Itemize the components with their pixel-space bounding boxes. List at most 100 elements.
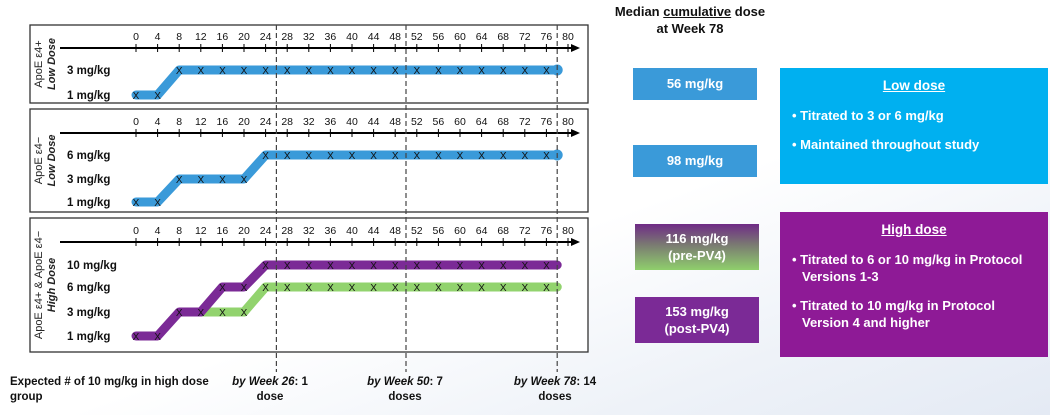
dose-marker-x: X <box>478 151 485 162</box>
dose-marker-x: X <box>305 66 312 77</box>
week-tick-label: 36 <box>325 31 337 43</box>
dose-marker-x: X <box>500 261 507 272</box>
dose-marker-x: X <box>521 66 528 77</box>
dose-row-label: 3 mg/kg <box>67 307 110 319</box>
week-tick-label: 80 <box>562 225 574 237</box>
dose-row-label: 3 mg/kg <box>67 65 110 77</box>
dose-row-label: 1 mg/kg <box>67 90 110 102</box>
week-tick-label: 12 <box>195 225 207 237</box>
panel-group-label: ApoE ε4− <box>33 137 45 184</box>
week-tick-label: 40 <box>346 225 358 237</box>
week-tick-label: 20 <box>238 31 250 43</box>
week-tick-label: 44 <box>368 225 380 237</box>
dose-marker-x: X <box>349 261 356 272</box>
dose-marker-x: X <box>219 175 226 186</box>
week-tick-label: 60 <box>454 31 466 43</box>
week-tick-label: 40 <box>346 116 358 128</box>
dose-marker-x: X <box>262 283 269 294</box>
panel-frame <box>29 108 589 213</box>
dose-marker-x: X <box>176 66 183 77</box>
dose-box-98: 98 mg/kg <box>633 145 757 177</box>
dose-marker-x: X <box>392 283 399 294</box>
dose-marker-x: X <box>219 66 226 77</box>
panel-dose-level-label: Low Dose <box>46 38 58 90</box>
footer-week78: by Week 78: 14 doses <box>513 376 597 403</box>
dose-row-label: 1 mg/kg <box>67 331 110 343</box>
week-tick-label: 64 <box>476 31 488 43</box>
dose-marker-x: X <box>435 66 442 77</box>
dose-marker-x: X <box>305 283 312 294</box>
low-dose-info-box: Low dose • Titrated to 3 or 6 mg/kg • Ma… <box>780 68 1048 184</box>
dose-marker-x: X <box>327 151 334 162</box>
panel-group-label: ApoE ε4+ & ApoE ε4− <box>33 231 45 339</box>
footer-week26: by Week 26: 1 dose <box>232 376 308 403</box>
week-tick-label: 24 <box>260 225 272 237</box>
week-tick-label: 8 <box>176 31 182 43</box>
week-tick-label: 80 <box>562 31 574 43</box>
dose-marker-x: X <box>543 261 550 272</box>
week-tick-label: 76 <box>541 116 553 128</box>
week-tick-label: 40 <box>346 31 358 43</box>
footer-expected-label: Expected # of 10 mg/kg in high dose grou… <box>10 376 209 403</box>
dose-marker-x: X <box>262 66 269 77</box>
dose-marker-x: X <box>305 261 312 272</box>
week-tick-label: 0 <box>133 116 139 128</box>
dose-marker-x: X <box>133 91 140 102</box>
dose-marker-x: X <box>500 283 507 294</box>
dose-marker-x: X <box>262 151 269 162</box>
dose-marker-x: X <box>197 308 204 319</box>
dose-row-label: 6 mg/kg <box>67 282 110 294</box>
week-tick-label: 48 <box>389 225 401 237</box>
week-tick-label: 72 <box>519 31 531 43</box>
week-tick-label: 52 <box>411 31 423 43</box>
week-tick-label: 12 <box>195 116 207 128</box>
dose-marker-x: X <box>133 198 140 209</box>
dose-marker-x: X <box>543 151 550 162</box>
dose-line-low-dose-e4-pos <box>131 65 562 100</box>
high-dose-info-box: High dose • Titrated to 6 or 10 mg/kg in… <box>780 212 1048 357</box>
dose-line-end <box>552 282 562 292</box>
dose-marker-x: X <box>392 261 399 272</box>
dose-marker-x: X <box>241 308 248 319</box>
dose-marker-x: X <box>478 66 485 77</box>
dose-marker-x: X <box>392 66 399 77</box>
week-tick-label: 8 <box>176 225 182 237</box>
dose-marker-x: X <box>370 261 377 272</box>
dose-marker-x: X <box>284 66 291 77</box>
dose-box-153-post-pv4: 153 mg/kg (post-PV4) <box>635 297 759 343</box>
week-tick-label: 76 <box>541 225 553 237</box>
dose-marker-x: X <box>262 261 269 272</box>
week-tick-label: 48 <box>389 116 401 128</box>
week-tick-label: 4 <box>155 31 161 43</box>
dose-marker-x: X <box>521 283 528 294</box>
panel-group-label: ApoE ε4+ <box>33 40 45 87</box>
dose-marker-x: X <box>349 283 356 294</box>
dose-marker-x: X <box>305 151 312 162</box>
week-tick-label: 16 <box>217 116 229 128</box>
dose-marker-x: X <box>413 66 420 77</box>
dose-marker-x: X <box>176 308 183 319</box>
dose-marker-x: X <box>284 283 291 294</box>
week-tick-label: 24 <box>260 31 272 43</box>
week-tick-label: 76 <box>541 31 553 43</box>
panel-dose-level-label: High Dose <box>46 258 58 312</box>
dose-marker-x: X <box>154 198 161 209</box>
week-tick-label: 44 <box>368 31 380 43</box>
dose-row-label: 1 mg/kg <box>67 197 110 209</box>
week-tick-label: 8 <box>176 116 182 128</box>
week-tick-label: 12 <box>195 31 207 43</box>
dose-marker-x: X <box>241 283 248 294</box>
dose-marker-x: X <box>521 261 528 272</box>
dose-marker-x: X <box>435 151 442 162</box>
week-tick-label: 60 <box>454 225 466 237</box>
dose-line-high-dose-pre-pv4 <box>196 282 562 317</box>
dose-marker-x: X <box>370 66 377 77</box>
panel-dose-level-label: Low Dose <box>46 135 58 187</box>
dose-marker-x: X <box>500 66 507 77</box>
dose-marker-x: X <box>413 151 420 162</box>
week-tick-label: 48 <box>389 31 401 43</box>
week-tick-label: 36 <box>325 225 337 237</box>
